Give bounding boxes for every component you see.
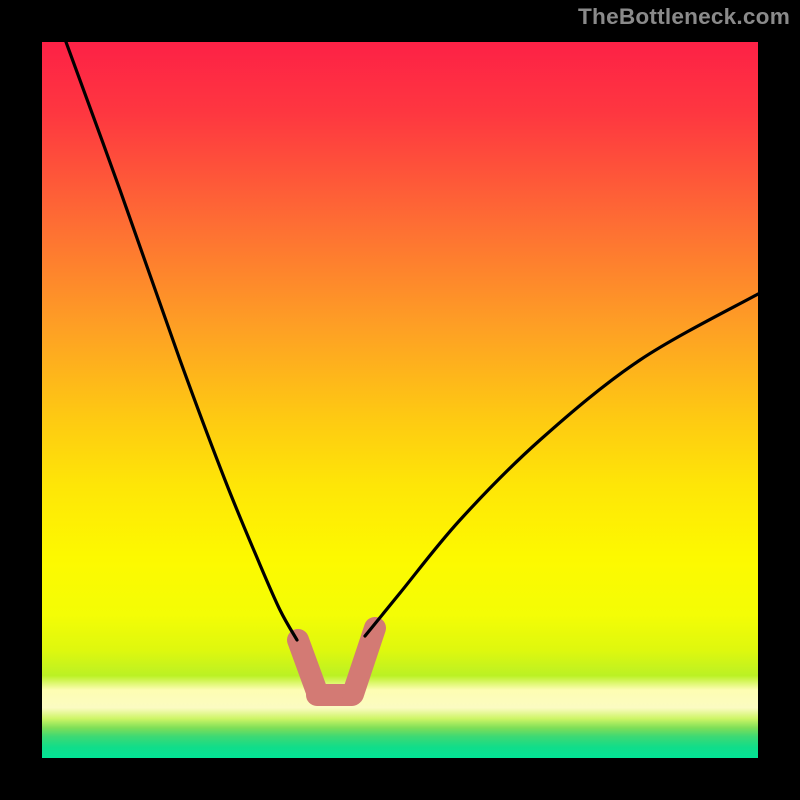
chart-stage: TheBottleneck.com [0,0,800,800]
chart-svg [0,0,800,800]
chart-gradient-bg [42,42,758,758]
watermark-text: TheBottleneck.com [578,4,790,30]
